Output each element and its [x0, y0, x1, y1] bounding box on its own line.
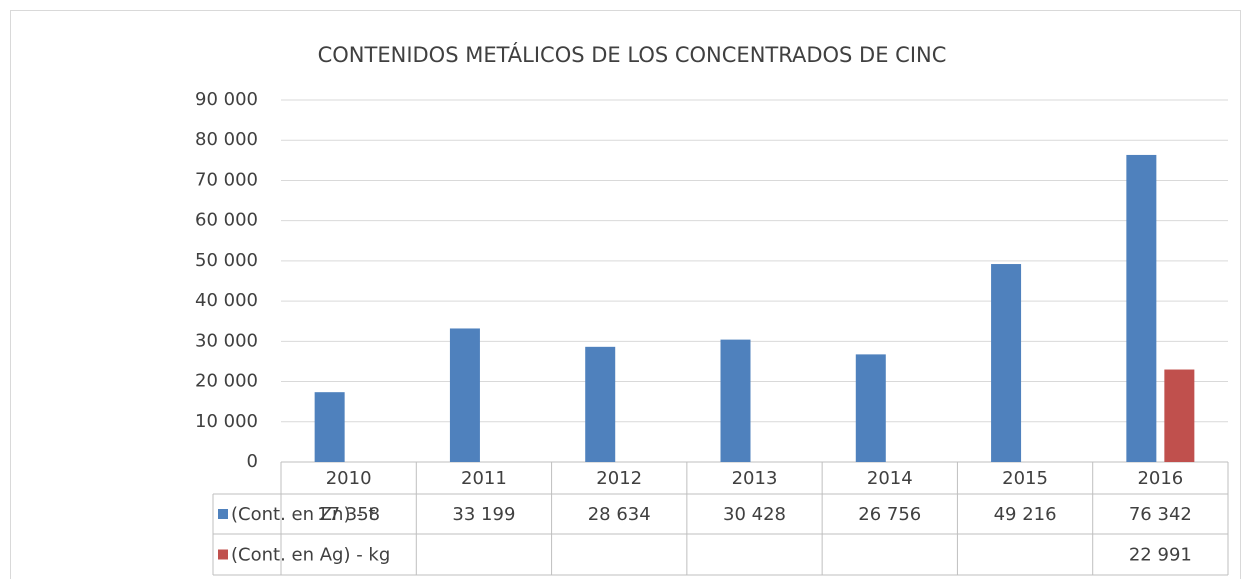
table-value: 33 199 — [452, 504, 515, 525]
legend-key — [218, 549, 228, 560]
chart-border — [10, 10, 1241, 579]
bar — [314, 392, 345, 462]
bar — [449, 328, 480, 462]
legend-key — [218, 509, 228, 519]
y-tick-label: 90 000 — [195, 89, 258, 110]
table-value: 49 216 — [994, 504, 1057, 525]
x-tick-label: 2012 — [596, 468, 642, 489]
bar — [720, 339, 751, 462]
chart-title: CONTENIDOS METÁLICOS DE LOS CONCENTRADOS… — [318, 42, 947, 67]
x-tick-label: 2016 — [1137, 468, 1183, 489]
x-tick-label: 2014 — [867, 468, 913, 489]
legend-label: (Cont. en Ag) - kg — [231, 545, 390, 566]
table-value: 22 991 — [1129, 545, 1192, 566]
table-value: 30 428 — [723, 504, 786, 525]
bar — [1164, 369, 1195, 462]
bar — [585, 346, 616, 462]
y-tick-label: 80 000 — [195, 129, 258, 150]
y-tick-label: 40 000 — [195, 290, 258, 311]
y-tick-label: 50 000 — [195, 250, 258, 271]
x-tick-label: 2010 — [326, 468, 372, 489]
table-value: 76 342 — [1129, 504, 1192, 525]
x-tick-label: 2011 — [461, 468, 507, 489]
bar — [991, 264, 1022, 462]
x-tick-label: 2015 — [1002, 468, 1048, 489]
y-tick-label: 10 000 — [195, 411, 258, 432]
table-value: 17 358 — [317, 504, 380, 525]
y-tick-label: 20 000 — [195, 371, 258, 392]
bar — [1126, 154, 1157, 462]
table-value: 26 756 — [858, 504, 921, 525]
y-tick-label: 60 000 — [195, 210, 258, 231]
y-tick-label: 30 000 — [195, 330, 258, 351]
x-tick-label: 2013 — [732, 468, 778, 489]
table-value: 28 634 — [588, 504, 651, 525]
y-tick-label: 70 000 — [195, 169, 258, 190]
y-tick-label: 0 — [247, 451, 258, 472]
bar — [855, 354, 886, 462]
legend-label: (Cont. en Zn) - t — [231, 504, 375, 525]
